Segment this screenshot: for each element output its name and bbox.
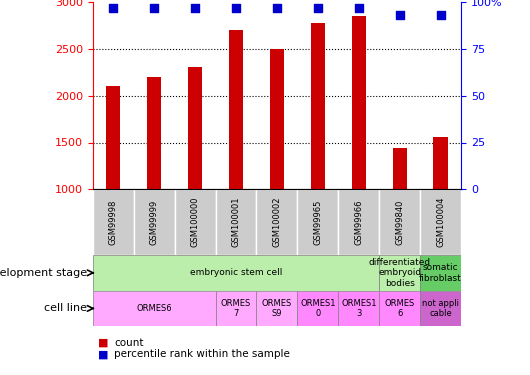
- Bar: [93, 255, 379, 291]
- Text: GSM99840: GSM99840: [395, 200, 404, 245]
- Bar: [188, 67, 202, 283]
- Bar: [311, 22, 325, 283]
- Point: [395, 12, 404, 18]
- Text: GSM99965: GSM99965: [313, 200, 322, 245]
- Point: [355, 4, 363, 10]
- Text: somatic
fibroblast: somatic fibroblast: [419, 263, 462, 282]
- Text: ■: ■: [98, 350, 109, 359]
- Point: [436, 12, 445, 18]
- Bar: [93, 189, 134, 255]
- Text: embryonic stem cell: embryonic stem cell: [190, 268, 282, 278]
- Point: [232, 4, 240, 10]
- Bar: [297, 291, 338, 326]
- Bar: [257, 189, 297, 255]
- Text: GSM100000: GSM100000: [191, 197, 200, 248]
- Bar: [379, 291, 420, 326]
- Text: ORMES6: ORMES6: [136, 304, 172, 313]
- Text: GSM100004: GSM100004: [436, 197, 445, 248]
- Bar: [270, 49, 284, 283]
- Text: ORMES
6: ORMES 6: [385, 299, 415, 318]
- Bar: [420, 255, 461, 291]
- Bar: [393, 148, 407, 283]
- Bar: [379, 255, 420, 291]
- Bar: [338, 189, 379, 255]
- Bar: [434, 137, 448, 283]
- Bar: [379, 189, 420, 255]
- Point: [109, 4, 118, 10]
- Text: percentile rank within the sample: percentile rank within the sample: [114, 350, 290, 359]
- Bar: [297, 189, 338, 255]
- Bar: [147, 77, 161, 283]
- Point: [191, 4, 199, 10]
- Text: ORMES1
3: ORMES1 3: [341, 299, 376, 318]
- Text: ■: ■: [98, 338, 109, 348]
- Bar: [257, 291, 297, 326]
- Bar: [229, 30, 243, 283]
- Bar: [338, 291, 379, 326]
- Text: GSM100002: GSM100002: [272, 197, 281, 248]
- Text: development stage: development stage: [0, 268, 87, 278]
- Text: differentiated
embryoid
bodies: differentiated embryoid bodies: [369, 258, 431, 288]
- Text: GSM99966: GSM99966: [354, 200, 363, 245]
- Text: ORMES
S9: ORMES S9: [262, 299, 292, 318]
- Text: cell line: cell line: [45, 303, 87, 313]
- Text: ORMES
7: ORMES 7: [221, 299, 251, 318]
- Point: [314, 4, 322, 10]
- Bar: [351, 16, 366, 283]
- Bar: [93, 291, 216, 326]
- Bar: [216, 291, 257, 326]
- Bar: [420, 189, 461, 255]
- Point: [150, 4, 158, 10]
- Text: GSM99999: GSM99999: [149, 200, 158, 245]
- Bar: [174, 189, 216, 255]
- Bar: [216, 189, 257, 255]
- Text: GSM99998: GSM99998: [109, 200, 118, 245]
- Text: count: count: [114, 338, 144, 348]
- Bar: [420, 291, 461, 326]
- Point: [273, 4, 281, 10]
- Text: ORMES1
0: ORMES1 0: [300, 299, 335, 318]
- Bar: [106, 86, 120, 283]
- Bar: [134, 189, 174, 255]
- Text: GSM100001: GSM100001: [232, 197, 241, 248]
- Text: not appli
cable: not appli cable: [422, 299, 459, 318]
